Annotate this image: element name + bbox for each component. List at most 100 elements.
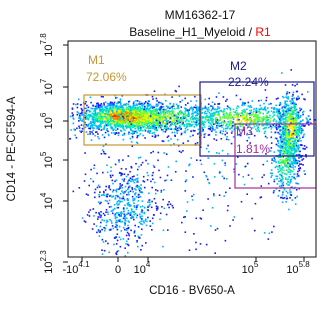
event-dot bbox=[115, 132, 117, 134]
event-dot bbox=[149, 115, 152, 117]
y-tick-label: 104 bbox=[39, 192, 55, 209]
event-dot bbox=[212, 129, 214, 131]
event-dot bbox=[92, 120, 95, 122]
event-dot bbox=[276, 127, 279, 130]
event-dot bbox=[134, 193, 136, 196]
event-dot bbox=[241, 109, 243, 112]
event-dot bbox=[112, 113, 114, 116]
event-dot bbox=[107, 133, 110, 136]
event-dot bbox=[136, 168, 139, 171]
event-dot bbox=[278, 166, 281, 168]
event-dot bbox=[123, 108, 125, 111]
event-dot bbox=[119, 200, 121, 202]
event-dot bbox=[115, 253, 118, 256]
event-dot bbox=[141, 116, 143, 118]
event-dot bbox=[140, 112, 143, 115]
event-dot bbox=[250, 113, 252, 116]
event-dot bbox=[156, 207, 159, 210]
event-dot bbox=[120, 124, 123, 127]
event-dot bbox=[171, 131, 173, 134]
event-dot bbox=[203, 120, 206, 123]
event-dot bbox=[297, 140, 299, 142]
event-dot bbox=[281, 173, 283, 175]
event-dot bbox=[284, 117, 287, 119]
event-dot bbox=[211, 117, 213, 120]
event-dot bbox=[142, 120, 144, 122]
gate-m2-region[interactable] bbox=[199, 81, 315, 157]
event-dot bbox=[204, 112, 206, 115]
event-dot bbox=[212, 118, 214, 120]
event-dot bbox=[280, 134, 282, 136]
event-dot bbox=[167, 128, 169, 131]
event-dot bbox=[241, 114, 244, 116]
event-dot bbox=[289, 189, 291, 191]
event-dot bbox=[112, 115, 114, 117]
event-dot bbox=[167, 127, 169, 130]
gate-m1-region[interactable] bbox=[83, 94, 202, 146]
event-dot bbox=[277, 144, 279, 147]
event-dot bbox=[292, 135, 294, 137]
event-dot bbox=[136, 241, 138, 243]
event-dot bbox=[136, 110, 139, 112]
event-dot bbox=[162, 111, 165, 113]
y-tick-label: 105 bbox=[39, 151, 55, 168]
event-dot bbox=[121, 190, 123, 192]
event-dot bbox=[217, 112, 220, 115]
event-dot bbox=[151, 132, 153, 135]
event-dot bbox=[197, 128, 200, 131]
event-dot bbox=[135, 100, 137, 102]
event-dot bbox=[224, 115, 227, 118]
event-dot bbox=[141, 215, 143, 217]
event-dot bbox=[284, 165, 287, 167]
event-dot bbox=[89, 133, 91, 135]
event-dot bbox=[280, 138, 282, 140]
event-dot bbox=[151, 174, 154, 177]
event-dot bbox=[300, 132, 302, 135]
event-dot bbox=[175, 160, 177, 163]
event-dot bbox=[137, 111, 140, 114]
event-dot bbox=[139, 108, 141, 111]
event-dot bbox=[187, 102, 189, 104]
event-dot bbox=[196, 110, 199, 113]
event-dot bbox=[103, 118, 105, 121]
event-dot bbox=[99, 104, 102, 107]
event-dot bbox=[294, 105, 297, 108]
event-dot bbox=[150, 107, 152, 109]
event-dot bbox=[169, 103, 172, 105]
event-dot bbox=[279, 112, 281, 115]
event-dot bbox=[137, 113, 140, 116]
event-dot bbox=[173, 128, 176, 131]
event-dot bbox=[95, 131, 97, 133]
event-dot bbox=[166, 122, 169, 125]
event-dot bbox=[158, 169, 160, 172]
event-dot bbox=[143, 117, 146, 120]
event-dot bbox=[280, 121, 282, 124]
event-dot bbox=[130, 126, 133, 128]
event-dot bbox=[101, 149, 104, 151]
event-dot bbox=[134, 206, 136, 208]
event-dot bbox=[146, 105, 149, 107]
event-dot bbox=[282, 126, 284, 129]
event-dot bbox=[215, 110, 218, 113]
event-dot bbox=[91, 117, 94, 120]
event-dot bbox=[144, 137, 146, 139]
event-dot bbox=[96, 231, 98, 234]
event-dot bbox=[93, 121, 95, 124]
event-dot bbox=[196, 117, 199, 120]
event-dot bbox=[143, 186, 146, 189]
event-dot bbox=[108, 118, 110, 120]
event-dot bbox=[116, 121, 119, 123]
event-dot bbox=[99, 113, 102, 116]
event-dot bbox=[215, 122, 217, 125]
event-dot bbox=[289, 171, 291, 173]
event-dot bbox=[253, 119, 256, 121]
event-dot bbox=[265, 99, 267, 102]
event-dot bbox=[148, 131, 151, 133]
event-dot bbox=[194, 117, 196, 119]
event-dot bbox=[139, 114, 142, 116]
event-dot bbox=[131, 112, 134, 115]
event-dot bbox=[297, 165, 300, 167]
event-dot bbox=[146, 115, 149, 118]
event-dot bbox=[125, 234, 128, 237]
event-dot bbox=[91, 125, 94, 127]
